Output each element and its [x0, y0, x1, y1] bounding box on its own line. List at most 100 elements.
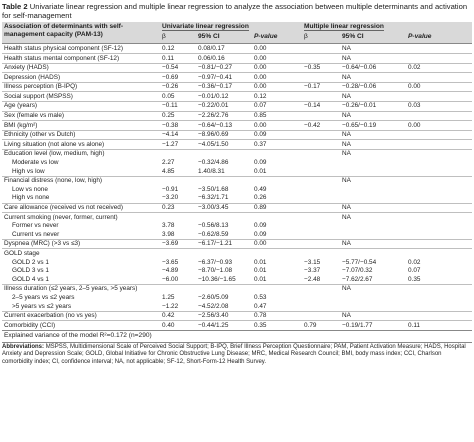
multiple-beta-header: β [302, 32, 341, 45]
row-label: Living situation (not alone vs alone) [2, 139, 160, 150]
univariate-pvalue: 0.53 [254, 293, 267, 301]
multiple-beta [302, 175, 341, 186]
univariate-beta: 3.98 [162, 230, 175, 238]
multiple-ci: −0.26/−0.01 [340, 100, 407, 112]
multiple-pvalue [406, 222, 472, 231]
multiple-ci: NA [340, 53, 407, 64]
univariate-ci: −4.52/2.08 [198, 302, 229, 310]
row-label: Education level (low, medium, high) [2, 148, 160, 159]
multiple-ci: −0.19/1.77 [340, 320, 407, 331]
abbreviations-note: Abbreviations: MSPSS, Multidimensional S… [2, 341, 472, 366]
univariate-beta: 0.12 [160, 43, 196, 54]
univariate-ci: −8.70/−1.08 [198, 267, 233, 275]
univariate-beta [160, 212, 196, 222]
univariate-ci: −10.36/−1.65 [198, 275, 236, 283]
multiple-beta [302, 110, 341, 121]
univariate-beta: 0.25 [160, 110, 196, 121]
univariate-ci [196, 212, 252, 222]
univariate-beta: 1.25 [162, 293, 175, 301]
univariate-beta: 2.27 [162, 159, 175, 167]
row-label: Current exacerbation (no vs yes) [2, 310, 160, 321]
univariate-pvalue: 0.00 [252, 43, 303, 54]
univariate-beta: −4.14 [160, 129, 196, 140]
multiple-beta [302, 293, 340, 302]
univariate-pvalue [252, 248, 303, 259]
multiple-ci: NA [340, 238, 407, 249]
multiple-ci: NA [340, 139, 407, 150]
univariate-pvalue: 0.12 [252, 91, 303, 102]
multiple-beta [302, 72, 341, 83]
univariate-pvalue-header: P-value [252, 32, 303, 45]
multiple-ci: −0.28/−0.06 [340, 81, 407, 92]
row-label: BMI (kg/m²) [2, 120, 160, 131]
row-label: Health status mental component (SF-12) [2, 53, 160, 64]
table-row: BMI (kg/m²) −0.38 −0.64/−0.13 0.00 −0.42 −0.6… [2, 120, 473, 131]
univariate-beta: −0.38 [160, 120, 196, 131]
multiple-pvalue: 0.07 [408, 267, 421, 275]
multiple-ci: −0.65/−0.19 [340, 120, 407, 131]
multiple-pvalue [406, 167, 472, 176]
univariate-ci: −6.37/−0.93 [198, 258, 233, 266]
univariate-pvalue: 0.01 [254, 267, 267, 275]
multiple-beta [302, 238, 341, 249]
univariate-beta: −1.22 [162, 302, 179, 310]
multiple-pvalue [406, 91, 473, 102]
table-row: High vs none −3.20 −6.32/1.71 0.26 [2, 194, 472, 203]
univariate-beta [160, 283, 196, 294]
table-row: High vs low 4.85 1.40/8.31 0.01 [2, 167, 472, 176]
multiple-pvalue [406, 129, 473, 140]
univariate-beta: −0.91 [162, 185, 179, 193]
multiple-beta: 0.79 [302, 320, 341, 331]
multiple-beta [302, 283, 341, 294]
multiple-beta [302, 167, 340, 176]
row-label: >5 years vs ≤2 years [12, 302, 72, 310]
univariate-ci: −0.81/−0.27 [196, 62, 252, 73]
univariate-beta [160, 148, 196, 159]
multiple-beta: −3.37 [304, 267, 321, 275]
multiple-ci: NA [340, 129, 407, 140]
univariate-beta: −6.00 [162, 275, 179, 283]
univariate-beta: 0.40 [160, 320, 196, 331]
univariate-ci: 0.06/0.16 [196, 53, 252, 64]
multiple-pvalue [406, 194, 472, 203]
determinants-header: Association of determinants with self-ma… [2, 22, 160, 45]
univariate-beta: 0.42 [160, 310, 196, 321]
multiple-pvalue [406, 293, 472, 302]
univariate-beta: −3.65 [162, 258, 179, 266]
univariate-beta: 4.85 [162, 167, 175, 175]
multiple-ci [340, 302, 406, 311]
multiple-beta [302, 148, 341, 159]
univariate-ci: −0.97/−0.41 [196, 72, 252, 83]
row-label: Dyspnea (MRC) (>3 vs ≤3) [2, 238, 160, 249]
univariate-beta: −0.54 [160, 62, 196, 73]
univariate-pvalue: 0.47 [254, 302, 267, 310]
table-row: GOLD stage [2, 248, 473, 259]
multiple-beta [302, 185, 340, 194]
multiple-pvalue [406, 175, 473, 186]
univariate-beta [160, 248, 196, 259]
univariate-pvalue: 0.85 [252, 110, 303, 121]
multiple-ci [340, 185, 406, 194]
table-row: Depression (HADS) −0.69 −0.97/−0.41 0.00 NA [2, 72, 473, 83]
univariate-ci: −2.56/3.40 [196, 310, 252, 321]
multiple-pvalue [406, 139, 473, 150]
row-label: GOLD stage [2, 248, 160, 259]
table-row: Age (years) −0.11 −0.22/0.01 0.07 −0.14 −0.26… [2, 100, 473, 112]
table-row: 2–5 years vs ≤2 years 1.25 −2.60/5.09 0.53 [2, 293, 472, 302]
multiple-beta: −0.14 [302, 100, 341, 112]
univariate-pvalue: 0.07 [252, 100, 303, 112]
multiple-pvalue [406, 212, 473, 222]
row-label: 2–5 years vs ≤2 years [12, 293, 75, 301]
univariate-ci: −0.22/0.01 [196, 100, 252, 112]
univariate-ci: −6.17/−1.21 [196, 238, 252, 249]
multiple-ci: −7.62/2.67 [342, 275, 373, 283]
univariate-ci: −3.00/3.45 [196, 202, 252, 213]
table-row: GOLD 4 vs 1 −6.00 −10.36/−1.65 0.01 −2.48 −7.… [2, 275, 472, 284]
table-row: Comorbidity (CCI) 0.40 −0.44/1.25 0.35 0.79−… [2, 320, 473, 331]
row-label: Moderate vs low [12, 159, 59, 167]
multiple-beta [302, 43, 341, 54]
table-row: Education level (low, medium, high) NA [2, 148, 473, 159]
univariate-pvalue: 0.01 [254, 275, 267, 283]
multiple-beta [302, 139, 341, 150]
